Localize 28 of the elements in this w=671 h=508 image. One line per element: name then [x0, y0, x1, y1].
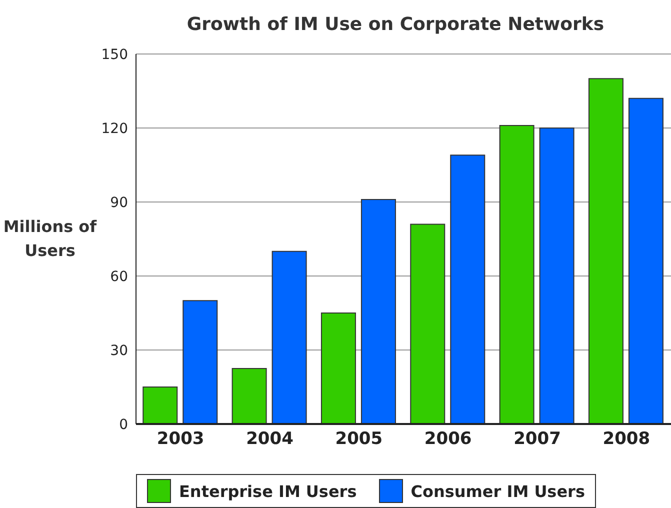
x-tick-label: 2007 [514, 429, 561, 450]
chart-title: Growth of IM Use on Corporate Networks [186, 14, 606, 35]
y-tick-label: 90 [110, 194, 128, 211]
bar [142, 386, 178, 424]
bar [272, 250, 307, 424]
bar [182, 300, 218, 424]
y-tick-label: 0 [119, 416, 128, 433]
x-tick-label: 2004 [246, 429, 294, 450]
bar [499, 125, 534, 424]
y-tick-label: 30 [110, 342, 128, 359]
bar [450, 154, 486, 424]
bar [539, 128, 574, 424]
bar [320, 312, 356, 424]
y-axis-title: Millions of Users [2, 216, 98, 262]
y-tick-label: 120 [101, 120, 128, 137]
bar [628, 98, 664, 424]
bar [360, 199, 396, 424]
bar [232, 368, 267, 424]
bar [410, 224, 446, 424]
bar [588, 78, 624, 424]
legend-label: Enterprise IM Users [179, 482, 357, 500]
x-tick-label: 2006 [424, 429, 472, 450]
x-tick-label: 2005 [335, 429, 383, 450]
y-tick-label: 60 [110, 268, 128, 285]
x-tick-label: 2008 [602, 429, 650, 450]
legend-label: Consumer IM Users [410, 482, 585, 500]
y-tick-label: 150 [101, 46, 128, 63]
x-tick-label: 2003 [156, 429, 204, 450]
